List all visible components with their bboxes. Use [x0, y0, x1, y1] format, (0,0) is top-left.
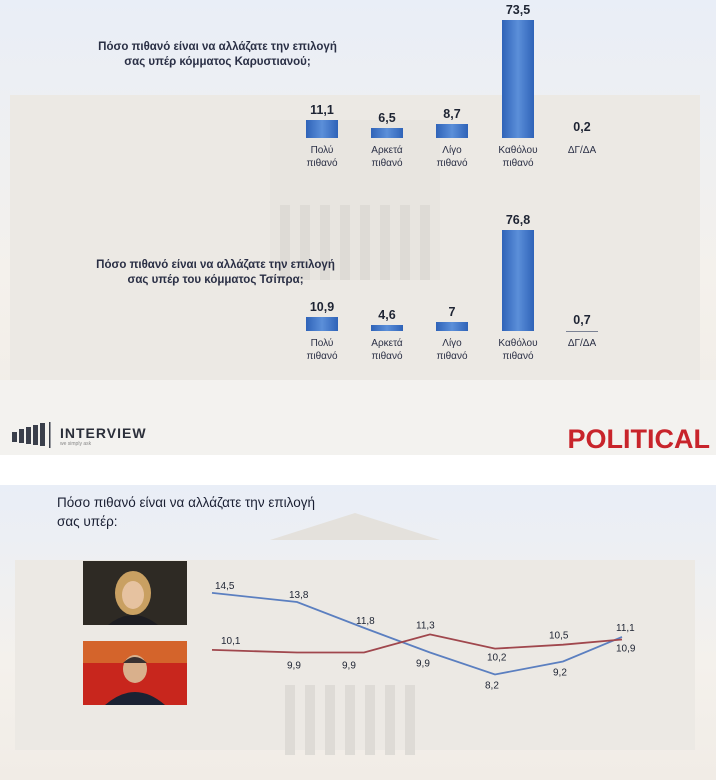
bar-value-label-1-3: 8,7: [443, 107, 461, 122]
top-chart-panel: Πόσο πιθανό είναι να αλλάζατε την επιλογ…: [0, 0, 716, 455]
line-value-label-2-5: 10,2: [487, 653, 507, 664]
category-line-2: πιθανό: [306, 158, 338, 169]
line-value-label-2-2: 9,9: [287, 661, 301, 672]
category-line-2: πιθανό: [502, 351, 534, 362]
category-line-1: Καθόλου: [498, 145, 538, 156]
line-value-label-2-1: 10,1: [221, 636, 241, 647]
bar-1-1: [306, 120, 338, 138]
bar-category-label-1-2: Αρκετά πιθανό: [355, 144, 419, 170]
category-line-1: Λίγο: [442, 145, 462, 156]
category-line-1: Λίγο: [442, 338, 462, 349]
bar-category-label-1-5: ΔΓ/ΔΑ: [567, 145, 597, 156]
interview-logo: INTERVIEW we simply ask: [12, 420, 182, 450]
category-line-2: πιθανό: [371, 351, 403, 362]
bar-value-label-1-2: 6,5: [378, 110, 396, 125]
bar-value-label-2-3: 7: [448, 304, 456, 319]
bar-value-label-1-1: 11,1: [310, 103, 334, 118]
category-line-1: Καθόλου: [498, 338, 538, 349]
karystianou-photo: [83, 561, 187, 625]
bar-2-5: [566, 331, 598, 332]
category-line-1: Αρκετά: [371, 338, 403, 349]
line-value-label-2-4: 11,3: [416, 620, 435, 631]
category-line-1: Αρκετά: [371, 145, 403, 156]
bar-category-label-2-4: Καθόλου πιθανό: [486, 337, 550, 363]
bar-category-label-2-5: ΔΓ/ΔΑ: [567, 338, 597, 349]
bar-2-4: [502, 230, 534, 331]
line-value-label-1-4: 9,9: [416, 659, 430, 670]
bar-value-label-1-4: 73,5: [505, 3, 531, 18]
bar-2-2: [371, 324, 403, 331]
bar-value-label-2-1: 10,9: [309, 299, 335, 314]
bar-category-label-1-1: Πολύ πιθανό: [290, 144, 354, 170]
bar-2-3: [436, 321, 468, 331]
category-line-2: πιθανό: [306, 351, 338, 362]
line-value-label-1-3: 11,8: [356, 616, 375, 627]
line-value-label-1-5: 8,2: [485, 681, 499, 692]
line-value-label-2-3: 9,9: [342, 661, 356, 672]
bar-value-label-2-4: 76,8: [505, 213, 531, 228]
category-line-2: πιθανό: [502, 158, 534, 169]
bar-category-label-1-3: Λίγο πιθανό: [420, 144, 484, 170]
bar-value-label-2-2: 4,6: [378, 307, 396, 322]
man-portrait-image: [83, 641, 187, 705]
bar-category-label-2-2: Αρκετά πιθανό: [355, 337, 419, 363]
bar-2-1: [306, 316, 338, 331]
category-line-1: Πολύ: [310, 338, 334, 349]
series-line-2: [211, 633, 623, 654]
category-line-2: πιθανό: [436, 351, 468, 362]
bar-value-label-1-5: 0,2: [573, 120, 591, 134]
political-brand: POLITICAL: [567, 424, 711, 454]
line-value-label-1-7: 11,1: [616, 623, 635, 634]
tsipras-photo: [83, 641, 187, 705]
bar-value-label-2-5: 0,7: [573, 313, 591, 327]
line-value-label-1-6: 9,2: [553, 668, 567, 679]
parliament-background-2: [0, 485, 716, 780]
line-chart-title: Πόσο πιθανό είναι να αλλάζατε την επιλογ…: [57, 495, 315, 529]
bar-category-label-1-4: Καθόλου πιθανό: [486, 144, 550, 170]
parliament-background: [0, 0, 716, 455]
line-value-label-1-2: 13,8: [289, 590, 309, 601]
question-2-title: Πόσο πιθανό είναι να αλλάζατε την επιλογ…: [96, 259, 335, 286]
category-line-1: Πολύ: [310, 145, 334, 156]
woman-portrait-image: [83, 561, 187, 625]
series-line-1: [211, 592, 623, 676]
interview-logo-icon: [12, 422, 51, 448]
parliament-building-image: [10, 95, 700, 395]
bar-1-2: [371, 127, 403, 138]
line-value-label-1-1: 14,5: [215, 581, 235, 592]
question-1-title: Πόσο πιθανό είναι να αλλάζατε την επιλογ…: [98, 41, 337, 68]
bar-category-label-2-1: Πολύ πιθανό: [290, 337, 354, 363]
category-line-2: πιθανό: [371, 158, 403, 169]
line-value-label-2-7: 10,9: [616, 644, 636, 655]
bar-1-4: [502, 20, 534, 138]
line-chart: 14,5 13,8 11,8 9,9 8,2 9,2 11,1 10,1 9,9 9,9 11,3 1…: [211, 581, 636, 692]
bar-category-label-2-3: Λίγο πιθανό: [420, 337, 484, 363]
category-line-2: πιθανό: [436, 158, 468, 169]
bottom-chart-panel: Πόσο πιθανό είναι να αλλάζατε την επιλογ…: [0, 485, 716, 780]
line-value-label-2-6: 10,5: [549, 631, 569, 642]
interview-logo-text: INTERVIEW: [60, 425, 147, 441]
bar-1-3: [436, 124, 468, 138]
interview-logo-subtext: we simply ask: [60, 441, 92, 447]
